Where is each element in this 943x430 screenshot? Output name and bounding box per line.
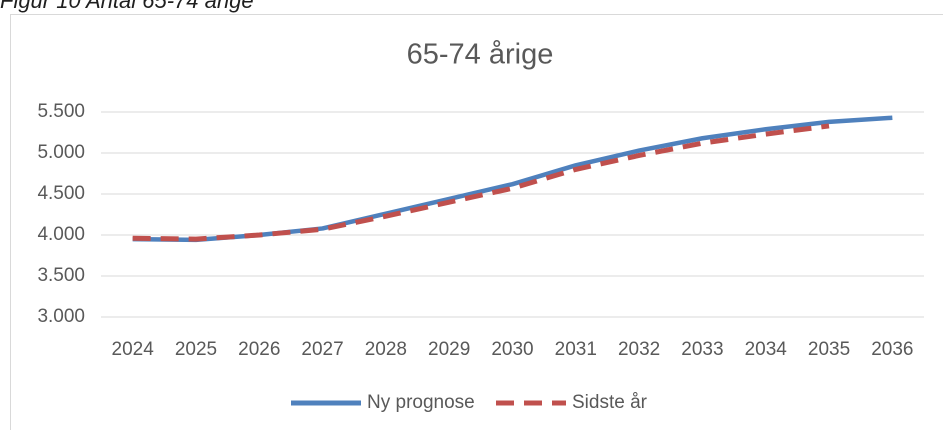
y-tick-label: 5.500 (37, 101, 85, 122)
x-tick-label: 2033 (681, 339, 723, 360)
y-tick-label: 3.500 (37, 265, 85, 286)
y-tick-label: 4.500 (37, 183, 85, 204)
x-tick-label: 2026 (238, 339, 280, 360)
x-tick-label: 2032 (618, 339, 660, 360)
legend-label: Ny prognose (367, 392, 475, 413)
y-tick-label: 4.000 (37, 224, 85, 245)
x-tick-label: 2025 (175, 339, 217, 360)
chart-title: 65-74 årige (407, 39, 554, 71)
x-tick-label: 2034 (745, 339, 788, 360)
legend-label: Sidste år (572, 392, 648, 413)
x-tick-label: 2027 (301, 339, 343, 360)
y-tick-label: 5.000 (37, 142, 85, 163)
x-tick-label: 2035 (808, 339, 850, 360)
x-tick-label: 2029 (428, 339, 470, 360)
y-tick-label: 3.000 (37, 306, 85, 327)
caption: Figur 10 Antal 65-74 årige (0, 0, 254, 13)
x-tick-label: 2036 (871, 339, 913, 360)
x-tick-label: 2028 (365, 339, 407, 360)
chart-frame (10, 14, 943, 430)
series-line (132, 123, 830, 242)
x-tick-label: 2030 (491, 339, 533, 360)
x-tick-label: 2024 (112, 339, 155, 360)
x-tick-label: 2031 (555, 339, 597, 360)
